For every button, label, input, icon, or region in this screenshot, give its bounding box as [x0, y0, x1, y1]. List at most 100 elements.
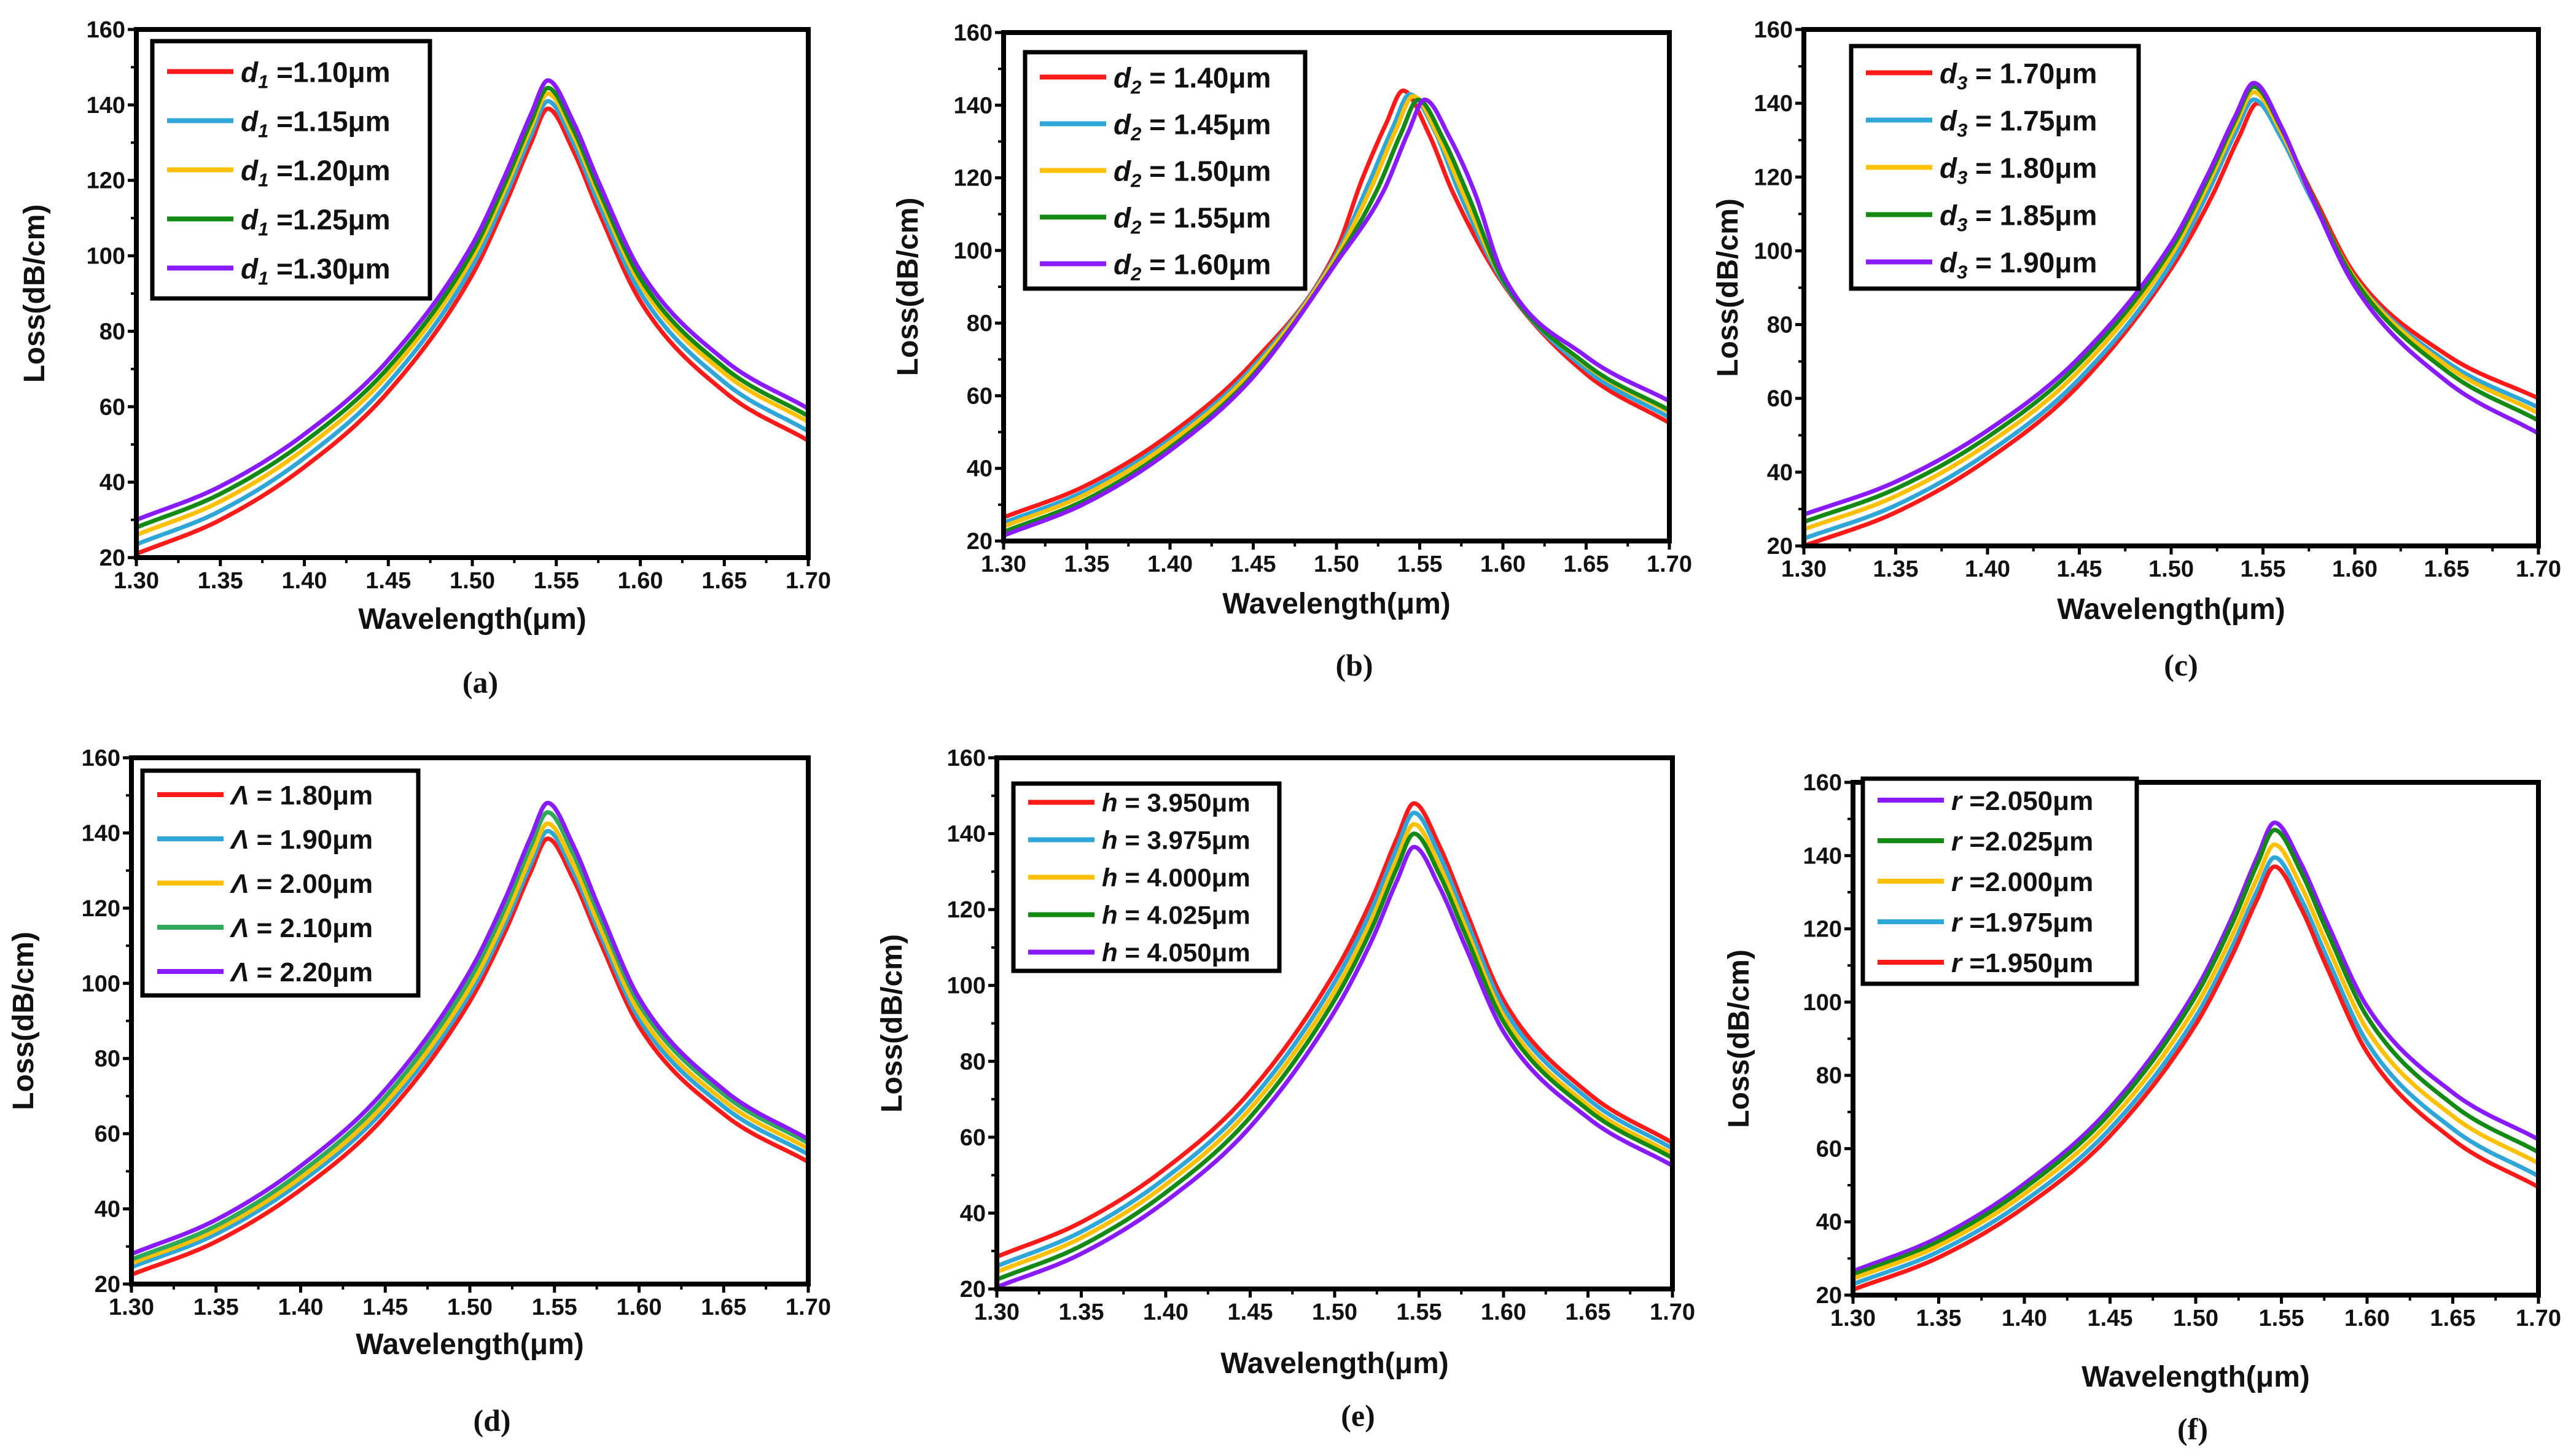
x-tick-label: 1.65: [701, 568, 747, 594]
x-tick-label: 1.30: [109, 1294, 154, 1320]
legend-subscript: 3: [1957, 262, 1967, 283]
legend-symbol: Λ: [230, 781, 249, 811]
x-tick-label: 1.40: [2002, 1306, 2047, 1331]
y-tick-label: 60: [967, 383, 993, 409]
panel-caption: (e): [1341, 1398, 1375, 1433]
legend-symbol: d: [1940, 200, 1957, 232]
x-tick-label: 1.60: [2332, 556, 2378, 582]
panel-caption: (c): [2164, 648, 2198, 682]
series-line-5: [1853, 864, 2538, 1292]
chart-panel-f: 1.30 1.35 1.40 1.45 1.50 1.55 1.60 1.65 1.70 20 40…: [1723, 770, 2561, 1446]
legend-subscript: 1: [258, 268, 268, 289]
x-tick-label: 1.60: [1481, 1299, 1526, 1325]
x-tick-label: 1.70: [1647, 551, 1692, 577]
legend-label: d1 =1.20μm: [241, 155, 391, 191]
x-tick-label: 1.60: [2344, 1306, 2390, 1331]
legend-label: h = 4.025μm: [1102, 901, 1250, 930]
y-tick-label: 40: [967, 456, 993, 482]
legend-item: Λ = 2.20μm: [157, 957, 373, 987]
x-tick-label: 1.60: [618, 568, 663, 594]
legend-symbol: h: [1102, 938, 1118, 967]
series-line-4: [1853, 855, 2538, 1287]
x-tick-label: 1.30: [974, 1299, 1020, 1325]
legend-symbol: d: [1940, 152, 1957, 184]
y-tick-label: 40: [1816, 1210, 1842, 1236]
y-tick-label: 120: [1803, 917, 1842, 943]
x-tick-label: 1.30: [981, 551, 1026, 577]
legend-item: d1 =1.30μm: [167, 253, 391, 289]
y-tick-label: 160: [87, 17, 125, 43]
legend-value: =1.30μm: [268, 253, 390, 285]
legend-subscript: 2: [1130, 123, 1141, 145]
y-tick-label: 20: [960, 1277, 986, 1302]
legend-item: r =2.000μm: [1878, 867, 2093, 897]
legend-label: d2 = 1.50μm: [1114, 155, 1271, 192]
y-tick-label: 140: [954, 93, 993, 119]
x-tick-label: 1.70: [786, 568, 831, 594]
x-tick-label: 1.40: [278, 1294, 324, 1320]
series-line-1: [131, 836, 808, 1277]
series-group: [997, 801, 1672, 1289]
x-axis-title: Wavelength(μm): [2081, 1361, 2310, 1393]
y-tick-label: 20: [1767, 534, 1793, 559]
legend-symbol: d: [241, 204, 259, 236]
chart-panel-b: 1.30 1.35 1.40 1.45 1.50 1.55 1.60 1.65 1.70 20 40…: [892, 20, 1692, 682]
y-tick-label: 60: [1816, 1136, 1842, 1162]
legend-label: r =2.025μm: [1951, 827, 2093, 857]
x-tick-label: 1.30: [1830, 1306, 1876, 1331]
legend-item: d1 =1.10μm: [167, 56, 391, 93]
legend-value: = 4.050μm: [1118, 938, 1250, 967]
legend-subscript: 1: [258, 169, 268, 191]
legend-item: d3 = 1.70μm: [1866, 58, 2097, 94]
series-line-4: [136, 85, 808, 530]
series-line-5: [131, 801, 808, 1256]
legend-value: = 1.85μm: [1967, 200, 2097, 232]
y-tick-label: 40: [960, 1201, 986, 1226]
legend-value: =1.975μm: [1962, 908, 2093, 938]
legend-item: d3 = 1.90μm: [1866, 247, 2097, 283]
legend-value: = 1.45μm: [1141, 109, 1271, 141]
legend-label: r =1.950μm: [1951, 948, 2093, 978]
legend-label: d3 = 1.70μm: [1940, 58, 2097, 94]
legend-value: = 1.80μm: [249, 781, 373, 811]
x-tick-label: 1.30: [114, 568, 159, 594]
y-tick-label: 60: [95, 1121, 120, 1147]
series-group: [1853, 820, 2538, 1292]
x-tick-label: 1.55: [532, 1294, 577, 1320]
x-axis-title: Wavelength(μm): [358, 603, 587, 636]
x-tick-label: 1.60: [1480, 551, 1526, 577]
x-tick-label: 1.65: [1564, 551, 1609, 577]
legend-symbol: h: [1102, 901, 1118, 930]
legend-item: d2 = 1.55μm: [1040, 202, 1271, 238]
legend-value: = 1.90μm: [1967, 247, 2097, 279]
legend-symbol: r: [1951, 827, 1964, 857]
y-tick-label: 100: [947, 973, 986, 999]
legend-value: = 1.80μm: [1967, 152, 2097, 184]
series-line-3: [997, 822, 1672, 1274]
y-tick-label: 140: [87, 93, 125, 119]
x-tick-label: 1.35: [1059, 1299, 1104, 1325]
legend-label: d1 =1.10μm: [241, 56, 391, 93]
y-tick-label: 160: [954, 20, 993, 46]
x-tick-label: 1.35: [1873, 556, 1919, 582]
x-tick-label: 1.35: [198, 568, 243, 594]
x-tick-label: 1.50: [450, 568, 495, 594]
legend-subscript: 3: [1957, 214, 1967, 236]
legend-subscript: 3: [1957, 120, 1967, 141]
x-tick-label: 1.45: [1228, 1299, 1273, 1325]
legend-symbol: d: [1114, 202, 1131, 234]
legend-subscript: 1: [258, 120, 268, 142]
legend-item: h = 3.950μm: [1028, 788, 1250, 817]
legend-item: Λ = 2.10μm: [157, 913, 373, 943]
legend-value: = 2.20μm: [249, 957, 373, 987]
y-tick-label: 160: [947, 746, 986, 771]
x-tick-label: 1.70: [1650, 1299, 1695, 1325]
series-line-4: [997, 831, 1672, 1282]
y-tick-label: 40: [1767, 460, 1793, 486]
series-line-5: [136, 78, 808, 522]
legend-symbol: d: [241, 106, 259, 138]
legend-value: =1.20μm: [268, 155, 390, 187]
y-tick-label: 20: [967, 529, 993, 555]
